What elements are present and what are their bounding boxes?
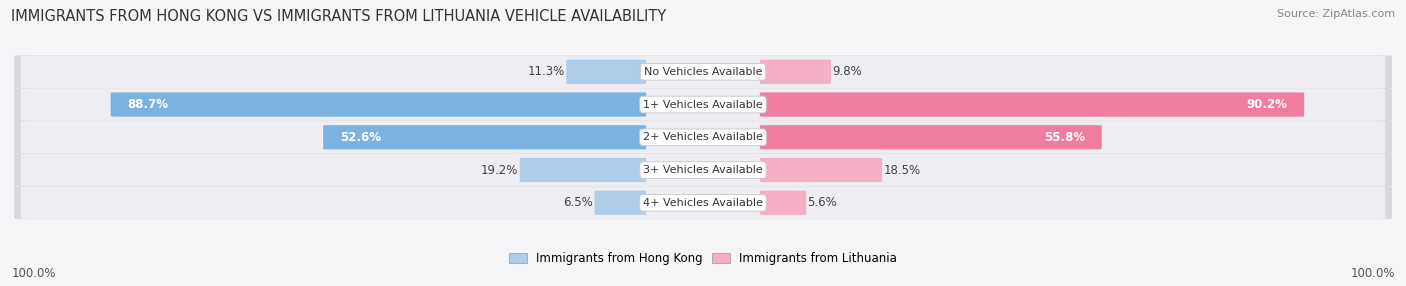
FancyBboxPatch shape xyxy=(759,191,806,215)
FancyBboxPatch shape xyxy=(21,186,1385,219)
Text: 3+ Vehicles Available: 3+ Vehicles Available xyxy=(643,165,763,175)
FancyBboxPatch shape xyxy=(111,92,647,117)
FancyBboxPatch shape xyxy=(759,92,1305,117)
Text: 4+ Vehicles Available: 4+ Vehicles Available xyxy=(643,198,763,208)
Text: 88.7%: 88.7% xyxy=(128,98,169,111)
FancyBboxPatch shape xyxy=(323,125,647,149)
Text: 9.8%: 9.8% xyxy=(832,65,862,78)
FancyBboxPatch shape xyxy=(14,154,1392,186)
Text: 1+ Vehicles Available: 1+ Vehicles Available xyxy=(643,100,763,110)
FancyBboxPatch shape xyxy=(759,125,1102,149)
Text: Source: ZipAtlas.com: Source: ZipAtlas.com xyxy=(1277,9,1395,19)
FancyBboxPatch shape xyxy=(21,88,1385,121)
FancyBboxPatch shape xyxy=(595,191,647,215)
FancyBboxPatch shape xyxy=(14,88,1392,121)
Text: 5.6%: 5.6% xyxy=(807,196,838,209)
FancyBboxPatch shape xyxy=(21,55,1385,88)
Text: 19.2%: 19.2% xyxy=(481,164,519,176)
Legend: Immigrants from Hong Kong, Immigrants from Lithuania: Immigrants from Hong Kong, Immigrants fr… xyxy=(509,252,897,265)
FancyBboxPatch shape xyxy=(14,186,1392,219)
FancyBboxPatch shape xyxy=(759,60,831,84)
FancyBboxPatch shape xyxy=(567,60,647,84)
Text: No Vehicles Available: No Vehicles Available xyxy=(644,67,762,77)
FancyBboxPatch shape xyxy=(759,158,882,182)
FancyBboxPatch shape xyxy=(21,121,1385,154)
Text: 52.6%: 52.6% xyxy=(340,131,381,144)
Text: 2+ Vehicles Available: 2+ Vehicles Available xyxy=(643,132,763,142)
Text: 100.0%: 100.0% xyxy=(11,267,56,280)
Text: 6.5%: 6.5% xyxy=(564,196,593,209)
Text: 90.2%: 90.2% xyxy=(1247,98,1288,111)
Text: IMMIGRANTS FROM HONG KONG VS IMMIGRANTS FROM LITHUANIA VEHICLE AVAILABILITY: IMMIGRANTS FROM HONG KONG VS IMMIGRANTS … xyxy=(11,9,666,23)
FancyBboxPatch shape xyxy=(14,55,1392,88)
Text: 55.8%: 55.8% xyxy=(1043,131,1085,144)
FancyBboxPatch shape xyxy=(14,121,1392,154)
FancyBboxPatch shape xyxy=(520,158,647,182)
FancyBboxPatch shape xyxy=(21,154,1385,186)
Text: 11.3%: 11.3% xyxy=(527,65,565,78)
Text: 18.5%: 18.5% xyxy=(883,164,921,176)
Text: 100.0%: 100.0% xyxy=(1350,267,1395,280)
